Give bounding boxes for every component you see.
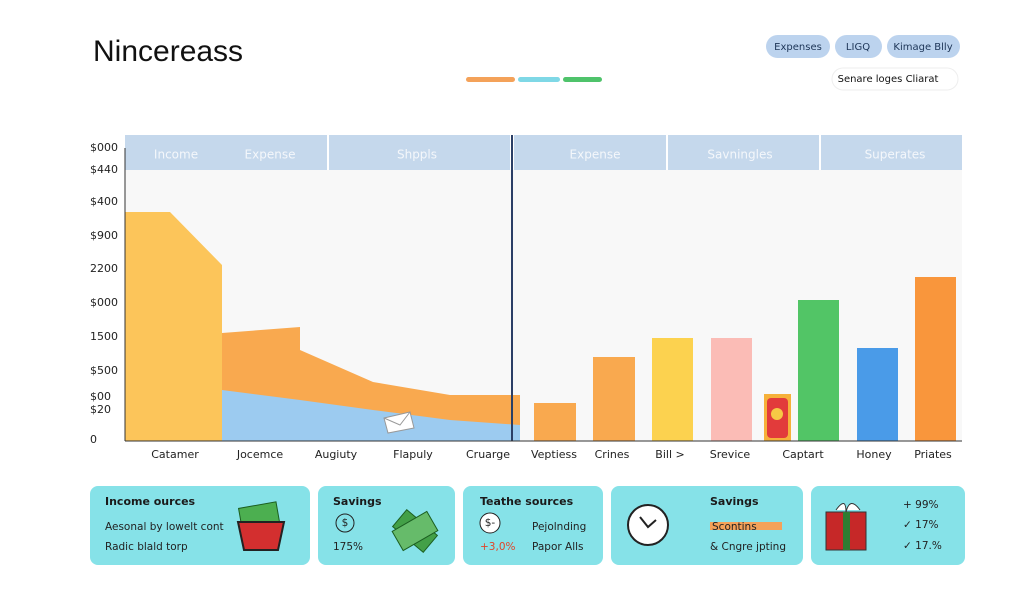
pill-label[interactable]: Kimage Blly [893, 42, 952, 53]
legend-swatch [518, 77, 560, 82]
x-label: Catamer [151, 448, 199, 461]
envelope-icon [383, 411, 415, 434]
y-label: $440 [90, 163, 118, 176]
bar [652, 338, 693, 441]
card-title: Savings [333, 495, 382, 508]
column-header: Superates [865, 148, 926, 162]
card-text: 175% [333, 541, 363, 553]
card-text: + 99% [903, 499, 938, 511]
x-label: Srevice [710, 448, 751, 461]
y-label: $000 [90, 296, 118, 309]
header-band [514, 135, 666, 170]
x-label: Veptiess [531, 448, 577, 461]
header-band [329, 135, 510, 170]
bar [593, 357, 635, 441]
clock-icon [627, 504, 669, 546]
x-label: Augiuty [315, 448, 358, 461]
column-header: Savningles [707, 148, 772, 162]
header-band [125, 135, 327, 170]
x-label: Jocemce [236, 448, 284, 461]
card-text: ✓ 17.% [903, 540, 942, 552]
bar [534, 403, 576, 441]
bar [915, 277, 956, 441]
card-title: Savings [710, 495, 759, 508]
x-label: Flapuly [393, 448, 433, 461]
search-text[interactable]: Senare loges Cliarat [838, 74, 939, 85]
basket-icon [236, 501, 286, 551]
card-text: +3,0% [480, 541, 515, 553]
icon [335, 513, 355, 533]
money-icon [391, 509, 439, 553]
icon [771, 408, 783, 420]
y-label: $00 [90, 390, 111, 403]
x-label: Bill > [655, 448, 684, 461]
x-label: Cruarge [466, 448, 510, 461]
card-title: Income ources [105, 495, 196, 508]
y-label: 2200 [90, 262, 118, 275]
card-text: Pejolnding [532, 521, 586, 533]
card-text: Scontins [712, 521, 757, 533]
bar [857, 348, 898, 441]
y-label: 0 [90, 433, 97, 446]
x-label: Captart [782, 448, 824, 461]
header-band [821, 135, 962, 170]
legend-swatch [466, 77, 515, 82]
area [222, 390, 520, 441]
bar [711, 338, 752, 441]
bar [798, 300, 839, 441]
y-label: $500 [90, 364, 118, 377]
column-header: Expense [570, 148, 621, 162]
column-header: Expense [245, 148, 296, 162]
icon [479, 512, 501, 534]
title: Nincereass [93, 35, 243, 68]
card-title: Teathe sources [480, 495, 574, 508]
card-text: Papor Alls [532, 541, 584, 553]
area [125, 212, 222, 441]
card-text: & Cngre jpting [710, 541, 786, 553]
card-text: $ [342, 517, 349, 529]
header-band [668, 135, 819, 170]
y-label: $20 [90, 403, 111, 416]
column-header: Shppls [397, 148, 437, 162]
column-header: Income [154, 148, 198, 162]
pill[interactable] [887, 35, 960, 58]
pill-label[interactable]: LIGQ [846, 42, 870, 53]
card[interactable] [611, 486, 803, 565]
pill[interactable] [835, 35, 882, 58]
x-label: Crines [595, 448, 630, 461]
card[interactable] [463, 486, 603, 565]
progress [710, 522, 782, 530]
pill-label[interactable]: Expenses [774, 42, 822, 53]
card-text: Aesonal by lowelt cont [105, 521, 224, 533]
x-label: Honey [856, 448, 892, 461]
gift-icon [825, 503, 867, 551]
card-text: Radic blald torp [105, 541, 188, 553]
pill[interactable] [766, 35, 830, 58]
card-text: ✓ 17% [903, 519, 938, 531]
legend-swatch [563, 77, 602, 82]
search[interactable] [831, 67, 959, 91]
y-label: 1500 [90, 330, 118, 343]
x-label: Priates [914, 448, 952, 461]
y-label: $000 [90, 141, 118, 154]
y-label: $400 [90, 195, 118, 208]
y-label: $900 [90, 229, 118, 242]
card-text: $- [485, 517, 496, 529]
